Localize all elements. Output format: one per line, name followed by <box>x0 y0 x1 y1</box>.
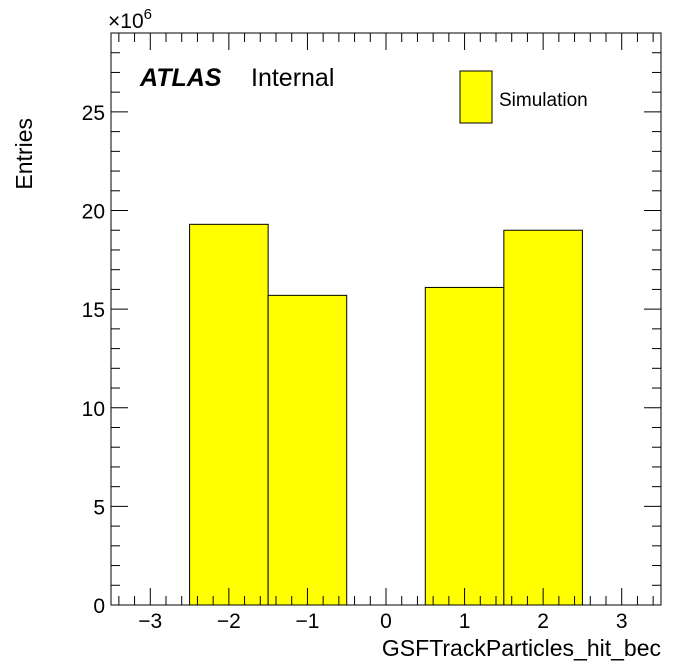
legend: Simulation <box>459 70 588 124</box>
x-tick-label: −1 <box>295 610 319 633</box>
y-tick-label: 25 <box>82 102 105 125</box>
y-tick-label: 5 <box>93 496 105 519</box>
x-tick-labels: −3 −2 −1 0 1 2 3 <box>138 610 627 633</box>
x-tick-label: −2 <box>217 610 241 633</box>
y-tick-label: 20 <box>82 201 105 224</box>
legend-swatch <box>459 70 493 124</box>
histogram-bar <box>424 286 505 606</box>
axis-ticks <box>111 32 661 606</box>
atlas-sublabel: Internal <box>251 64 334 92</box>
x-tick-label: −3 <box>138 610 162 633</box>
histogram-bar <box>503 229 583 606</box>
y-multiplier: ×106 <box>108 6 152 33</box>
x-tick-label: 1 <box>459 610 471 633</box>
histogram-bar <box>189 223 269 606</box>
y-axis-title: Entries <box>11 118 37 190</box>
x-tick-label: 3 <box>616 610 628 633</box>
y-tick-label: 15 <box>82 299 105 322</box>
legend-label: Simulation <box>499 90 588 111</box>
histogram-bars <box>189 223 583 606</box>
y-tick-label: 0 <box>93 595 105 618</box>
x-axis-title: GSFTrackParticles_hit_bec <box>382 635 661 661</box>
x-tick-label: 0 <box>380 610 392 633</box>
y-tick-labels: 0 5 10 15 20 25 <box>82 102 105 618</box>
y-tick-label: 10 <box>82 398 105 421</box>
x-tick-label: 2 <box>537 610 549 633</box>
atlas-label: ATLAS <box>139 64 222 92</box>
histogram-bar <box>267 294 348 606</box>
